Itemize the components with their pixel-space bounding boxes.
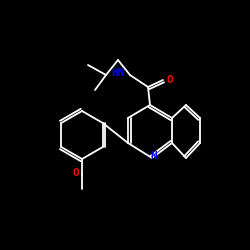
Text: N: N <box>150 151 158 161</box>
Text: HN: HN <box>112 68 125 78</box>
Text: O: O <box>166 75 173 85</box>
Text: O: O <box>72 168 80 178</box>
